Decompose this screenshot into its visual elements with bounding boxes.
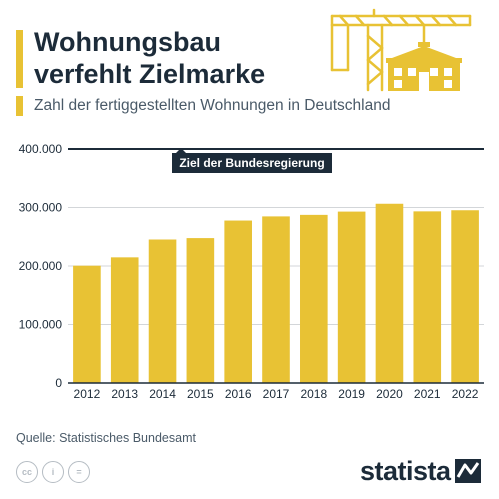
bar bbox=[451, 210, 479, 383]
bar-chart: Ziel der Bundesregierung 0 100.000 200.000… bbox=[19, 142, 484, 401]
bar bbox=[300, 214, 328, 383]
bar bbox=[337, 211, 366, 383]
title-line-1: Wohnungsbau bbox=[34, 27, 221, 57]
bar bbox=[110, 257, 139, 383]
construction-crane-house-icon bbox=[330, 8, 472, 92]
bar bbox=[413, 211, 442, 383]
chart-title: Wohnungsbau verfehlt Zielmarke bbox=[34, 26, 265, 90]
x-tick-label: 2014 bbox=[149, 387, 176, 401]
source-note: Quelle: Statistisches Bundesamt bbox=[16, 431, 196, 445]
y-tick-label: 100.000 bbox=[19, 318, 63, 332]
bar bbox=[186, 238, 215, 383]
x-tick-label: 2018 bbox=[300, 387, 327, 401]
y-tick-label: 400.000 bbox=[19, 142, 63, 156]
target-label-box bbox=[172, 153, 332, 173]
y-tick-label: 300.000 bbox=[19, 201, 63, 215]
statista-logo[interactable]: statista bbox=[360, 456, 481, 486]
nd-icon[interactable]: = bbox=[68, 461, 90, 483]
x-tick-label: 2016 bbox=[225, 387, 252, 401]
title-accent-bar bbox=[16, 30, 23, 88]
bar bbox=[375, 203, 404, 383]
x-tick-label: 2015 bbox=[187, 387, 214, 401]
by-icon[interactable]: i bbox=[42, 461, 64, 483]
y-tick-label: 200.000 bbox=[19, 259, 63, 273]
bar bbox=[148, 239, 177, 383]
title-line-2: verfehlt Zielmarke bbox=[34, 59, 266, 89]
brand-name: statista bbox=[360, 456, 451, 486]
x-tick-label: 2017 bbox=[263, 387, 290, 401]
x-tick-label: 2013 bbox=[111, 387, 138, 401]
x-tick-label: 2022 bbox=[452, 387, 479, 401]
bar bbox=[262, 216, 290, 383]
x-tick-label: 2021 bbox=[414, 387, 441, 401]
target-label-pointer bbox=[176, 148, 186, 153]
x-tick-label: 2012 bbox=[74, 387, 101, 401]
statista-mark-icon bbox=[454, 459, 481, 483]
target-label: Ziel der Bundesregierung bbox=[179, 156, 324, 170]
cc-icon[interactable]: cc bbox=[16, 461, 38, 483]
bar bbox=[73, 265, 101, 383]
x-tick-label: 2019 bbox=[338, 387, 365, 401]
x-tick-label: 2020 bbox=[376, 387, 403, 401]
license-icons: cc i = bbox=[16, 461, 90, 483]
y-tick-label: 0 bbox=[55, 376, 62, 390]
chart-subtitle: Zahl der fertiggestellten Wohnungen in D… bbox=[34, 97, 391, 114]
subtitle-accent-bar bbox=[16, 96, 23, 116]
bar bbox=[224, 220, 252, 383]
